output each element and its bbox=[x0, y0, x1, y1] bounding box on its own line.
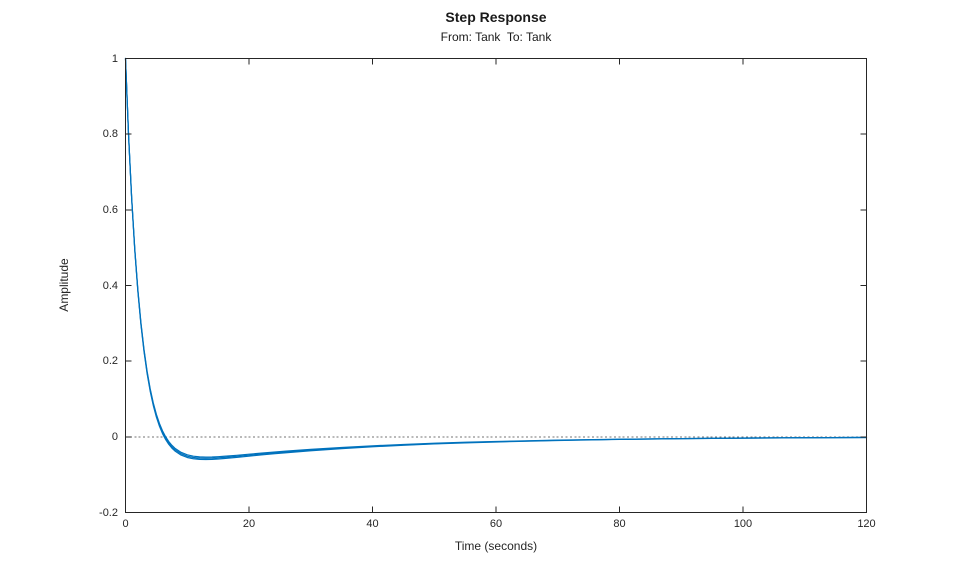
step-response-curve-3[interactable] bbox=[124, 57, 868, 458]
step-response-curve-1[interactable] bbox=[124, 57, 868, 459]
step-response-curve-2[interactable] bbox=[124, 57, 868, 461]
y-tick-label: 0.4 bbox=[102, 279, 118, 292]
y-tick-label: 0.8 bbox=[102, 128, 118, 141]
chart-io-subtitle: From: Tank To: Tank bbox=[440, 30, 552, 44]
y-tick-label: 0 bbox=[111, 430, 118, 443]
y-tick-label: 1 bbox=[111, 52, 118, 65]
x-tick-label: 120 bbox=[857, 518, 876, 530]
y-tick-label: -0.2 bbox=[99, 506, 118, 519]
axes-box bbox=[125, 58, 867, 513]
x-tick-label: 20 bbox=[242, 518, 256, 530]
x-tick-label: 40 bbox=[366, 518, 379, 530]
x-axis-label: Time (seconds) bbox=[454, 539, 538, 553]
y-tick-label: 0.6 bbox=[102, 203, 118, 216]
x-tick-label: 60 bbox=[489, 518, 503, 530]
y-tick-label: 0.2 bbox=[102, 355, 118, 368]
x-tick-label: 100 bbox=[733, 518, 753, 530]
x-tick-label: 80 bbox=[613, 518, 626, 530]
x-tick-label: 0 bbox=[122, 518, 129, 530]
chart-title: Step Response bbox=[445, 9, 547, 25]
